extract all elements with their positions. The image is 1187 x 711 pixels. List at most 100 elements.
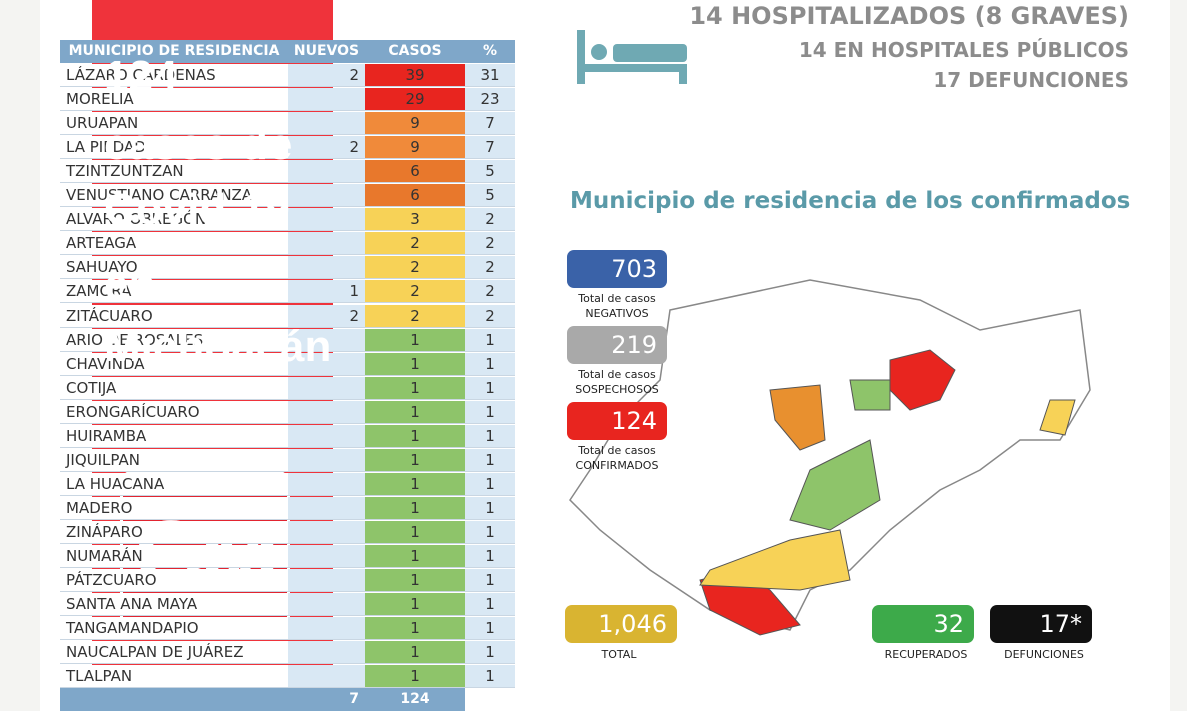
municipality: MADERO xyxy=(60,496,288,520)
cell-value xyxy=(288,520,365,544)
overlay-title-line: 124 xyxy=(104,52,178,101)
cell-value: 1 xyxy=(465,400,515,424)
municipality: URUAPAN xyxy=(60,112,288,136)
stat-value: 1,046 xyxy=(565,605,677,643)
cell-value: 1 xyxy=(465,617,515,641)
overlay-title-line: casos de xyxy=(104,120,293,169)
municipality: LÁZARO CÁRDENAS xyxy=(60,64,288,87)
bed-icon xyxy=(577,30,687,84)
cell-value: 1 xyxy=(365,569,465,593)
cell-value: 39 xyxy=(365,64,465,87)
cell-value: 2 xyxy=(465,256,515,280)
municipality: COTIJA xyxy=(60,376,288,400)
cell-value: 1 xyxy=(465,641,515,665)
stat-label: Total de casos xyxy=(578,444,656,457)
municipality: ALVARO OBREGÓN xyxy=(60,208,288,232)
stat-value: 219 xyxy=(567,326,667,364)
municipality: SANTA ANA MAYA xyxy=(60,593,288,617)
municipality: NUMARÁN xyxy=(60,545,288,568)
cell-value: 1 xyxy=(465,376,515,400)
cell-value xyxy=(288,160,365,184)
cell-value: 7 xyxy=(465,112,515,136)
cell-value xyxy=(288,232,365,256)
municipality: TANGAMANDAPIO xyxy=(60,617,288,641)
cell-value: 1 xyxy=(365,593,465,617)
cell-value xyxy=(288,641,365,665)
municipality: ZAMORA xyxy=(60,280,288,304)
cell-value: 1 xyxy=(465,424,515,448)
stat-value: 124 xyxy=(567,402,667,440)
stat-sub: DEFUNCIONES xyxy=(1004,648,1084,661)
municipality: HUIRAMBA xyxy=(60,424,288,448)
cell-value: 6 xyxy=(365,184,465,208)
municipality: CHAVINDA xyxy=(60,352,288,376)
cell-value: 7 xyxy=(465,136,515,160)
municipality: ZITÁCUARO xyxy=(60,304,288,328)
header-line: 14 EN HOSPITALES PÚBLICOS xyxy=(798,38,1129,62)
cell-value: 5 xyxy=(465,160,515,184)
overlay-title-line: Michoacán xyxy=(104,322,332,371)
cell-value: 1 xyxy=(365,665,465,689)
header-line: 14 HOSPITALIZADOS (8 GRAVES) xyxy=(689,2,1129,30)
cell-value: 1 xyxy=(365,472,465,496)
municipality: JIQUILPAN xyxy=(60,448,288,472)
cell-value xyxy=(288,665,365,689)
stat-sub: RECUPERADOS xyxy=(884,648,968,661)
column-header: MUNICIPIO DE RESIDENCIA xyxy=(60,40,288,63)
cell-value xyxy=(288,256,365,280)
cell-value: 2 xyxy=(288,136,365,160)
cell-value: 2 xyxy=(365,232,465,256)
cell-value: 2 xyxy=(465,280,515,304)
cell-value xyxy=(288,376,365,400)
municipality: MORELIA xyxy=(60,88,288,112)
cell-value xyxy=(288,569,365,593)
stat-sub: TOTAL xyxy=(601,648,637,661)
column-header: CASOS xyxy=(365,40,465,63)
cell-value: 2 xyxy=(365,280,465,304)
cell-value: 1 xyxy=(465,569,515,593)
municipality: TZINTZUNTZAN xyxy=(60,160,288,184)
cell-value xyxy=(288,496,365,520)
stat-value: 703 xyxy=(567,250,667,288)
cell-value: 1 xyxy=(365,352,465,376)
cell-value: 3 xyxy=(365,208,465,232)
cell-value xyxy=(288,545,365,568)
cell-value: 1 xyxy=(465,593,515,617)
cell-value: 1 xyxy=(365,496,465,520)
cell-value xyxy=(288,208,365,232)
cell-value: 1 xyxy=(465,472,515,496)
municipality: PÁTZCUARO xyxy=(60,569,288,593)
municipality: SAHUAYO xyxy=(60,256,288,280)
stat-sub: CONFIRMADOS xyxy=(575,459,659,472)
cell-value: 1 xyxy=(365,376,465,400)
cell-value: 1 xyxy=(465,496,515,520)
cell-value: 1 xyxy=(365,400,465,424)
header-line: 17 DEFUNCIONES xyxy=(933,68,1129,92)
cell-value: 1 xyxy=(365,328,465,352)
cell-value: 1 xyxy=(365,617,465,641)
cell-value xyxy=(288,472,365,496)
total-blank xyxy=(60,688,288,711)
cell-value: 1 xyxy=(365,424,465,448)
cell-value xyxy=(288,593,365,617)
cell-value: 1 xyxy=(365,545,465,568)
cell-value xyxy=(288,448,365,472)
cell-value: 1 xyxy=(365,448,465,472)
municipality: LA HUACANA xyxy=(60,472,288,496)
stat-value: 17* xyxy=(990,605,1092,643)
cell-value xyxy=(288,617,365,641)
cell-value xyxy=(288,352,365,376)
cell-value: 2 xyxy=(288,304,365,328)
cell-value: 23 xyxy=(465,88,515,112)
municipality: NAUCALPAN DE JUÁREZ xyxy=(60,641,288,665)
municipality: VENUSTIANO CARRANZA xyxy=(60,184,288,208)
municipality: TLALPAN xyxy=(60,665,288,689)
cell-value: 31 xyxy=(465,64,515,87)
cell-value: 9 xyxy=(365,136,465,160)
cell-value xyxy=(288,112,365,136)
cell-value: 1 xyxy=(465,448,515,472)
municipality: ARTEAGA xyxy=(60,232,288,256)
cell-value: 1 xyxy=(365,641,465,665)
cell-value: 1 xyxy=(465,545,515,568)
